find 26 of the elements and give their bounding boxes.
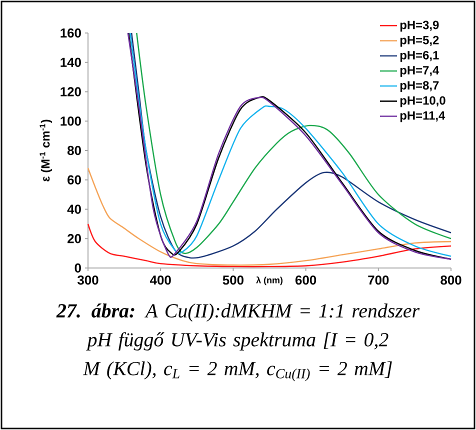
x-tick-label: 600	[295, 276, 316, 285]
y-tick-label: 140	[60, 58, 81, 67]
text: 27. ábra: A Cu(II):dMKHM = 1:1 rendszer pH függő UV-Vis spektruma [I = 0,2 M (KCl), c$_{L}$ = 2 mM, c$_{Cu(II)}$ = 2 mM]	[56, 304, 420, 382]
y-tick-label: 0	[74, 263, 81, 273]
x-axis-title: λ (nm)	[256, 276, 283, 286]
x-tick-label: 800	[440, 276, 462, 285]
legend-label: pH=3,9	[400, 20, 439, 32]
x-tick-label: 300	[77, 276, 98, 285]
line-series	[87, 167, 452, 266]
y-axis-title: ε (M$^{-1}$ cm$^{-1}$)	[40, 120, 52, 182]
x-tick-label: 500	[222, 276, 244, 285]
legend-label: pH=6,1	[400, 50, 439, 62]
y-tick-label: 120	[60, 87, 81, 96]
y-tick-label: 20	[68, 234, 81, 244]
legend-label: pH=7,4	[400, 66, 440, 77]
y-tick-label: 80	[67, 146, 81, 156]
y-tick-label: 100	[60, 116, 81, 126]
x-tick-label: 400	[150, 276, 171, 285]
y-tick-label: 40	[67, 204, 81, 214]
legend-label: pH=5,2	[400, 36, 439, 47]
legend-label: pH=8,7	[400, 81, 439, 92]
y-tick-label: 60	[68, 175, 81, 184]
x-tick-label: 700	[368, 276, 389, 285]
legend-label: pH=10,0	[400, 96, 446, 108]
y-tick-label: 160	[60, 28, 81, 38]
legend-label: pH=11,4	[400, 111, 446, 122]
